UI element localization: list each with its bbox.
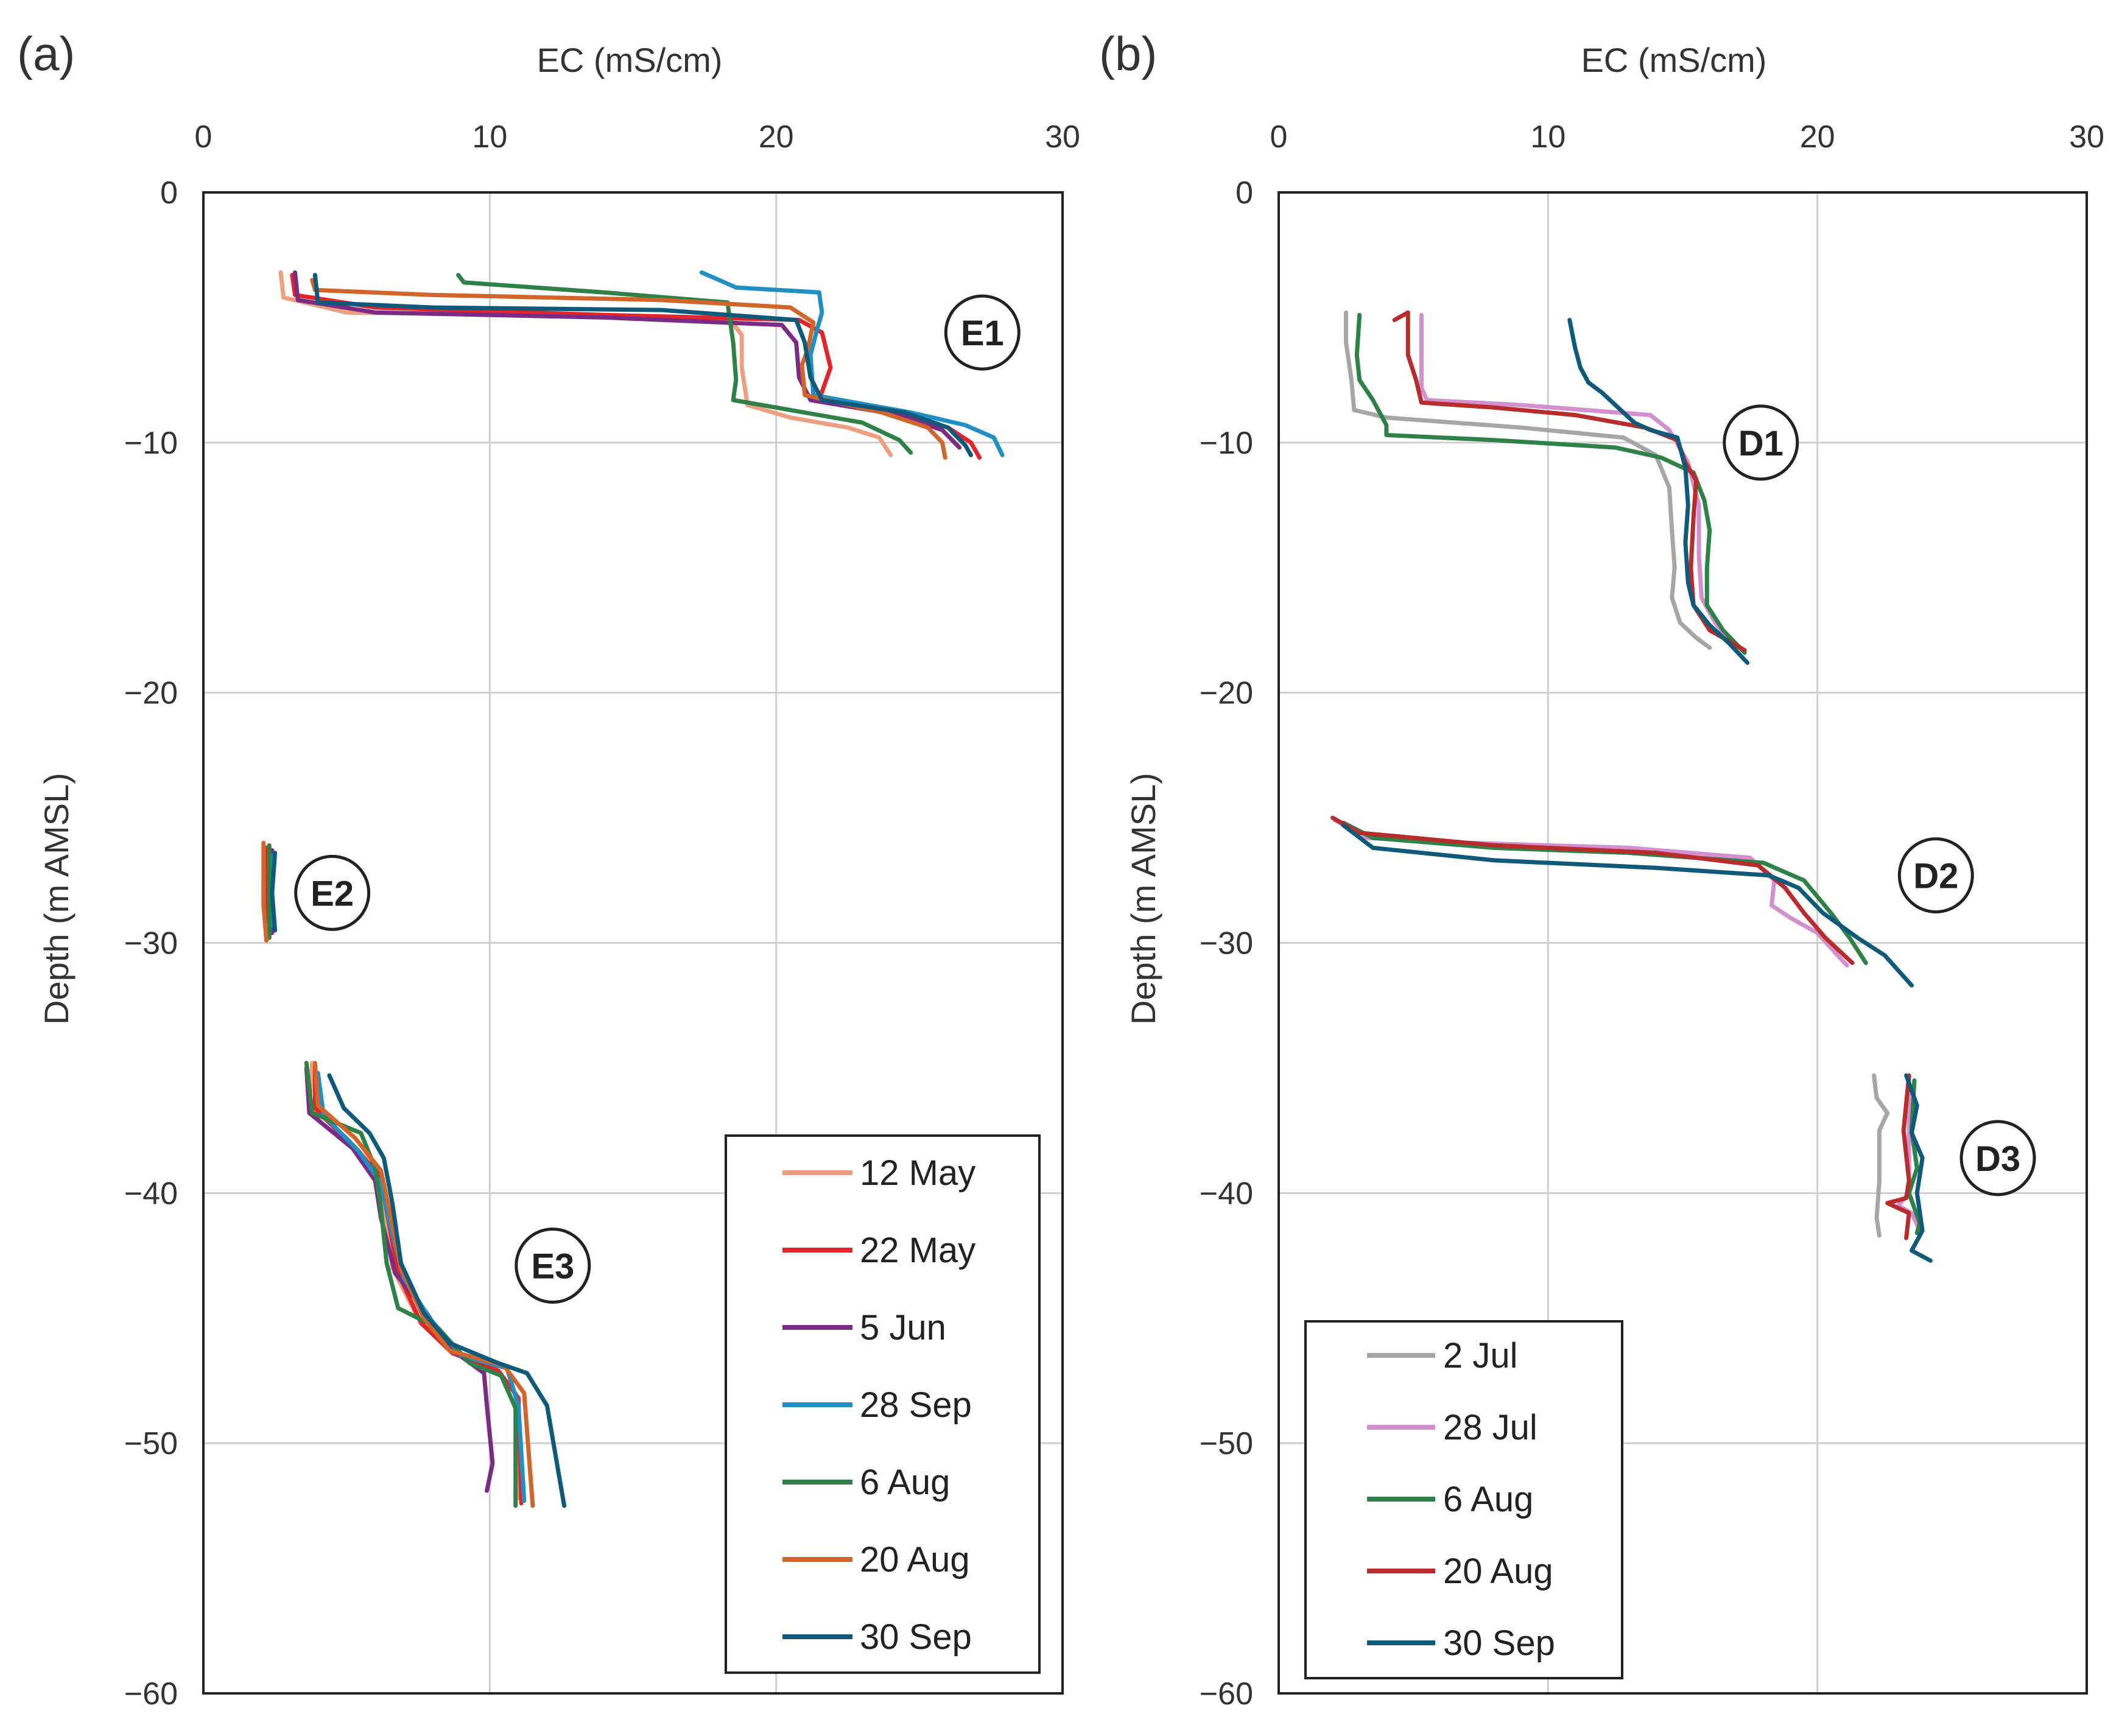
series-line-20-aug-b — [1330, 815, 1855, 965]
legend-entry-label: 28 Jul — [1443, 1408, 1537, 1447]
panel-b: (b) EC (mS/cm) Depth (m AMSL) 0 10 20 30 0 −1… — [1099, 27, 2104, 1712]
series-line-28-sep-a — [315, 1070, 527, 1503]
x-tick-label: 0 — [1270, 119, 1288, 155]
y-tick-label: −60 — [124, 1676, 178, 1712]
y-tick-label: −30 — [1200, 926, 1253, 961]
series-line-6-aug-a — [456, 273, 913, 455]
x-tick-label: 10 — [1530, 119, 1566, 155]
panel-label-b: (b) — [1099, 27, 1157, 80]
series-line-20-aug-a — [312, 1061, 535, 1508]
y-tick-label: −50 — [1200, 1426, 1253, 1461]
annotation-label: E2 — [311, 874, 354, 913]
series-line-12-may-a — [307, 1061, 521, 1501]
annotation-circle — [944, 294, 1021, 371]
legend-entry-label: 6 Aug — [860, 1463, 950, 1502]
annotation-circle — [1897, 837, 1974, 914]
panel-label-a: (a) — [17, 27, 75, 80]
x-tick-label: 20 — [1800, 119, 1835, 155]
y-tick-label: −50 — [124, 1426, 178, 1461]
y-tick-label: −20 — [124, 676, 178, 711]
legend-entry-label: 5 Jun — [860, 1308, 946, 1348]
annotation-circle — [515, 1227, 591, 1304]
x-tick-label: 0 — [195, 119, 213, 155]
y-tick-label: −10 — [1200, 426, 1253, 461]
y-tick-label: −30 — [124, 926, 178, 961]
annotation-circle — [294, 854, 371, 931]
series-line-5-jun-a — [304, 1066, 495, 1493]
y-tick-label: −10 — [124, 426, 178, 461]
y-axis-title-b: Depth (m AMSL) — [1124, 773, 1162, 1025]
annotation-circle — [1723, 404, 1799, 481]
series-line-6-aug-a — [304, 1061, 518, 1508]
x-tick-label: 20 — [759, 119, 794, 155]
legend-entry-label: 12 May — [860, 1153, 975, 1193]
series-line-2-jul-b — [1872, 1073, 1890, 1238]
legend-entry-label: 20 Aug — [860, 1540, 970, 1580]
legend-entry-label: 30 Sep — [1443, 1623, 1555, 1663]
y-tick-label: −60 — [1200, 1676, 1253, 1712]
annotation-label: D1 — [1738, 424, 1783, 463]
annotation-label: E3 — [531, 1246, 574, 1286]
legend-a — [725, 1134, 1041, 1674]
plot-frame-b — [1277, 191, 2088, 1695]
annotation-label: D3 — [1975, 1139, 2020, 1179]
series-line-30-sep-b — [1341, 823, 1914, 988]
y-tick-label: 0 — [160, 175, 178, 211]
panel-a: (a) EC (mS/cm) Depth (m AMSL) 0 10 20 30 0 −1… — [17, 27, 1080, 1712]
legend-entry-label: 22 May — [860, 1231, 975, 1270]
series-line-30-sep-b — [1567, 318, 1750, 665]
y-tick-label: −40 — [124, 1176, 178, 1211]
x-tick-label: 30 — [2069, 119, 2104, 155]
series-line-30-sep-a — [327, 1073, 567, 1508]
legend-entry-label: 2 Jul — [1443, 1336, 1518, 1376]
annotation-label: E1 — [961, 314, 1004, 353]
y-tick-label: −40 — [1200, 1176, 1253, 1211]
x-axis-title-a: EC (mS/cm) — [537, 41, 723, 79]
series-line-5-jun-a — [293, 270, 962, 450]
annotation-circle — [1959, 1120, 2036, 1197]
legend-entry-label: 28 Sep — [860, 1385, 972, 1425]
series-line-28-sep-a — [699, 270, 1005, 457]
series-line-6-aug-b — [1354, 312, 1747, 655]
series-line-30-sep-a — [270, 851, 278, 933]
x-axis-title-b: EC (mS/cm) — [1581, 41, 1767, 79]
legend-entry-label: 20 Aug — [1443, 1552, 1553, 1591]
plot-frame-a — [202, 191, 1064, 1695]
y-tick-label: 0 — [1235, 175, 1253, 211]
series-line-12-may-a — [278, 270, 893, 457]
series-line-30-sep-b — [1904, 1073, 1933, 1263]
series-line-30-sep-a — [312, 273, 973, 457]
y-tick-label: −20 — [1200, 676, 1253, 711]
legend-b — [1304, 1320, 1623, 1679]
legend-entry-label: 30 Sep — [860, 1617, 972, 1657]
legend-entry-label: 6 Aug — [1443, 1480, 1533, 1519]
annotation-label: D2 — [1913, 857, 1958, 896]
series-line-28-jul-b — [1419, 312, 1739, 653]
series-line-20-aug-a — [261, 840, 269, 943]
y-axis-title-a: Depth (m AMSL) — [37, 773, 76, 1025]
series-line-20-aug-b — [1885, 1073, 1911, 1240]
x-tick-label: 10 — [472, 119, 507, 155]
x-tick-label: 30 — [1045, 119, 1080, 155]
series-line-2-jul-b — [1344, 310, 1712, 650]
